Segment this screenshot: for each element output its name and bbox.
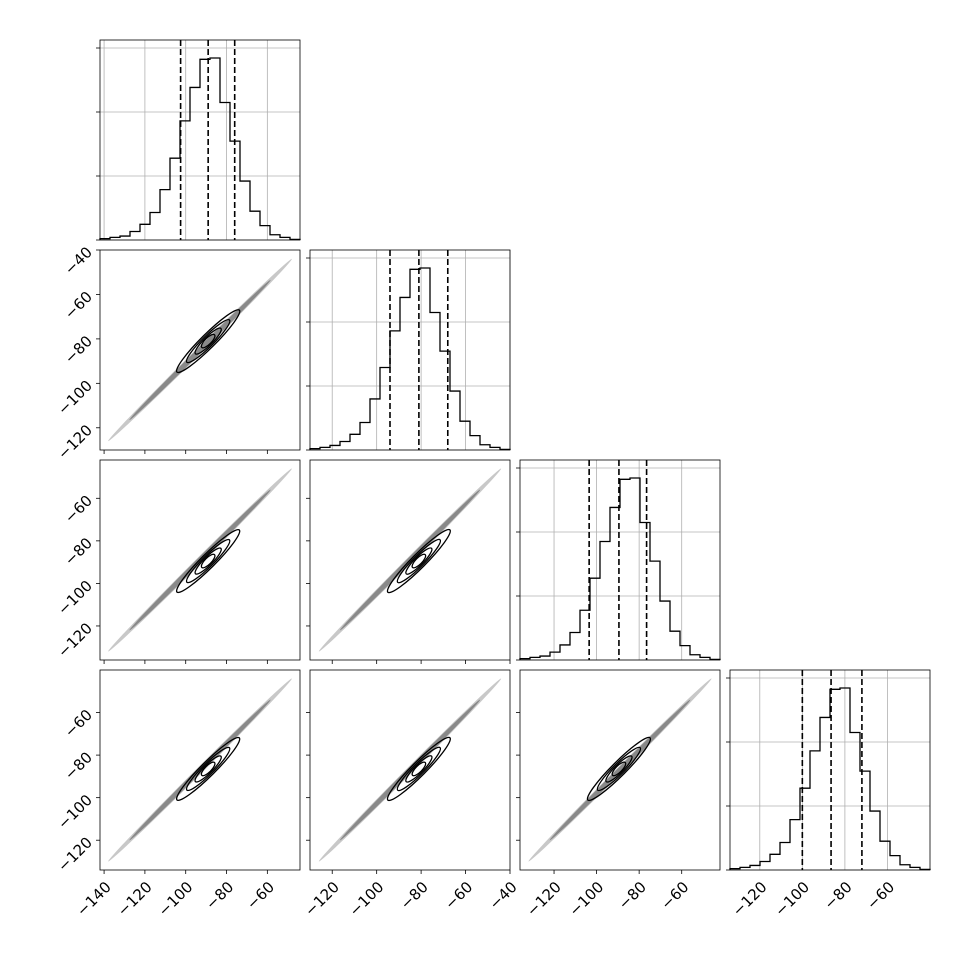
x-tick-label: −60: [243, 878, 278, 913]
panel-frame: [99, 39, 301, 241]
panel-frame: [309, 669, 511, 871]
joint-panel-2-0: [96, 459, 301, 664]
y-tick-label: −80: [61, 534, 96, 569]
joint-panel-3-2: [516, 669, 721, 874]
panel-frame: [99, 669, 301, 871]
x-tick-label: −120: [114, 878, 156, 920]
density-contour-1: [185, 318, 231, 364]
joint-panel-3-1: [306, 669, 511, 874]
density-contour-1: [185, 746, 231, 792]
panel-frame: [99, 249, 301, 451]
density-contour-0: [386, 736, 451, 802]
histogram-0: [99, 57, 301, 240]
density-contour-3: [411, 553, 427, 569]
x-tick-label: −60: [863, 878, 898, 913]
y-tick-label: −100: [54, 377, 96, 419]
histogram-1: [309, 267, 511, 450]
y-tick-label: −80: [61, 332, 96, 367]
joint-panel-3-0: [96, 669, 301, 874]
joint-panel-1-0: [96, 249, 301, 454]
y-tick-label: −80: [61, 748, 96, 783]
density-contour-2: [194, 547, 222, 575]
y-tick-label: −60: [61, 706, 96, 741]
y-tick-label: −100: [54, 577, 96, 619]
panel-frame: [309, 249, 511, 451]
x-tick-label: −140: [73, 878, 115, 920]
y-tick-label: −120: [54, 833, 96, 875]
density-contour-0: [175, 736, 241, 802]
x-tick-label: −60: [657, 878, 692, 913]
density-contour-0: [175, 309, 241, 374]
y-tick-label: −60: [61, 492, 96, 527]
x-tick-label: −60: [441, 878, 476, 913]
histogram-3: [729, 687, 931, 870]
density-contour-2: [194, 755, 222, 783]
density-contour-1: [596, 746, 642, 792]
panel-frame: [309, 459, 511, 661]
marginal-panel-2: [516, 459, 721, 661]
density-contour-1: [396, 538, 442, 584]
y-tick-label: −120: [54, 421, 96, 463]
marginal-panel-1: [306, 249, 511, 451]
histogram-2: [519, 477, 721, 660]
x-tick-label: −40: [486, 878, 521, 913]
x-tick-label: −100: [565, 878, 607, 920]
density-contour-3: [411, 761, 427, 777]
density-contour-3: [611, 761, 627, 777]
x-tick-label: −100: [155, 878, 197, 920]
marginal-panel-3: [726, 669, 931, 871]
density-contour-3: [200, 333, 216, 349]
sample-cloud-core: [129, 279, 271, 421]
y-tick-label: −40: [61, 243, 96, 278]
x-tick-label: −120: [523, 878, 565, 920]
density-contour-1: [185, 538, 231, 584]
panel-frame: [729, 669, 931, 871]
sample-cloud-core: [549, 699, 691, 841]
x-tick-label: −80: [615, 878, 650, 913]
density-contour-2: [194, 327, 222, 355]
marginal-panel-0: [96, 39, 301, 241]
y-tick-label: −60: [61, 288, 96, 323]
x-tick-label: −120: [729, 878, 771, 920]
density-contour-0: [175, 528, 241, 594]
density-contour-3: [200, 761, 216, 777]
density-contour-2: [605, 755, 633, 783]
x-tick-label: −80: [202, 878, 237, 913]
density-contour-2: [405, 547, 433, 575]
density-contour-2: [405, 755, 433, 783]
panel-frame: [99, 459, 301, 661]
x-tick-label: −100: [346, 878, 388, 920]
density-contour-3: [200, 553, 216, 569]
density-contour-1: [396, 746, 442, 792]
density-contour-0: [586, 736, 652, 802]
y-tick-label: −100: [54, 791, 96, 833]
y-tick-label: −120: [54, 619, 96, 661]
x-tick-label: −80: [821, 878, 856, 913]
joint-panel-2-1: [306, 459, 511, 664]
panel-frame: [519, 669, 721, 871]
x-tick-label: −100: [771, 878, 813, 920]
panel-frame: [519, 459, 721, 661]
x-tick-label: −120: [301, 878, 343, 920]
density-contour-0: [386, 528, 451, 594]
x-tick-label: −80: [397, 878, 432, 913]
